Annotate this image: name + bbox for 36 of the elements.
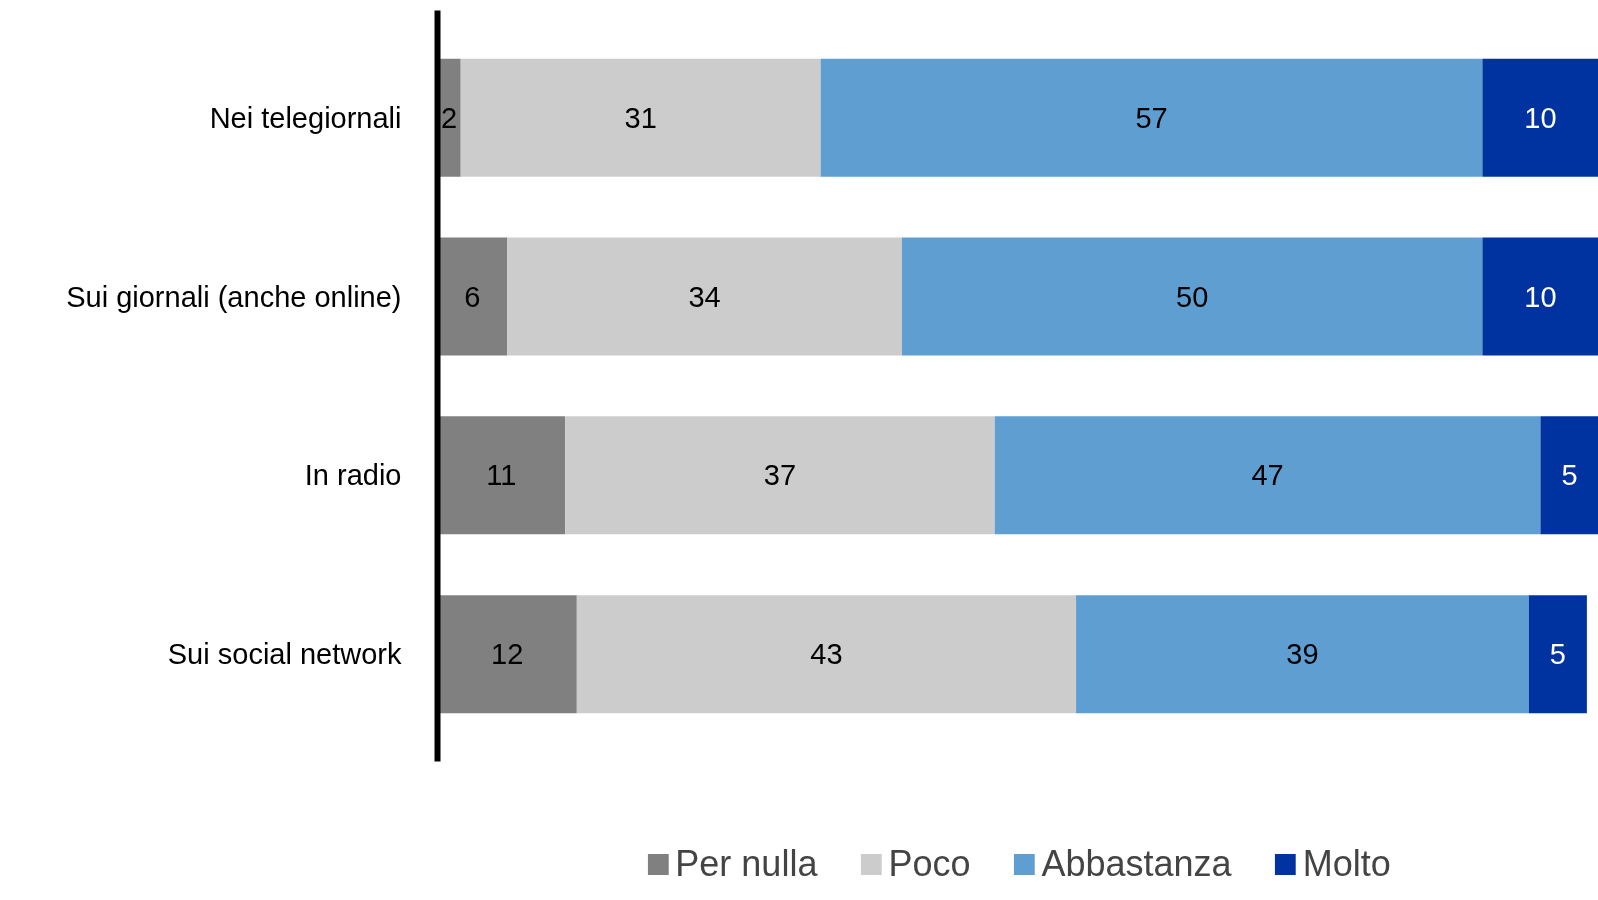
- bar: [460, 58, 821, 177]
- legend-label: Per nulla: [675, 843, 818, 885]
- legend-label: Molto: [1302, 843, 1391, 885]
- data-label: 57: [1135, 101, 1168, 134]
- y-tick-label: In radio: [304, 459, 402, 492]
- data-label: 47: [1251, 459, 1284, 492]
- bar: [1540, 416, 1598, 535]
- legend-label: Poco: [888, 843, 971, 885]
- data-label: 31: [624, 101, 657, 134]
- data-label: 5: [1549, 638, 1566, 671]
- bar: [1482, 237, 1598, 356]
- data-label: 37: [763, 459, 797, 492]
- data-label: 10: [1524, 101, 1557, 134]
- bar: [901, 237, 1483, 356]
- data-label: 50: [1176, 280, 1209, 313]
- y-tick-label: Sui giornali (anche online): [66, 280, 402, 313]
- data-label: 34: [688, 280, 721, 313]
- data-label: 10: [1524, 280, 1557, 313]
- bar: [1528, 595, 1587, 714]
- y-tick-label: Sui social network: [167, 638, 402, 671]
- bar: [820, 58, 1483, 177]
- data-label: 39: [1286, 638, 1319, 671]
- y-tick-label: Nei telegiornali: [209, 101, 402, 134]
- data-label: 5: [1561, 459, 1578, 492]
- data-label: 11: [486, 459, 517, 492]
- data-label: 12: [491, 638, 524, 671]
- bar: [1482, 58, 1598, 177]
- data-label: 6: [464, 280, 481, 313]
- bar: [994, 416, 1541, 535]
- data-label: 43: [810, 638, 843, 671]
- bar: [507, 237, 902, 356]
- bar: [565, 416, 995, 535]
- legend-label: Abbastanza: [1041, 843, 1232, 885]
- bar: [1076, 595, 1529, 714]
- data-label: 2: [441, 101, 458, 134]
- bar: [576, 595, 1077, 714]
